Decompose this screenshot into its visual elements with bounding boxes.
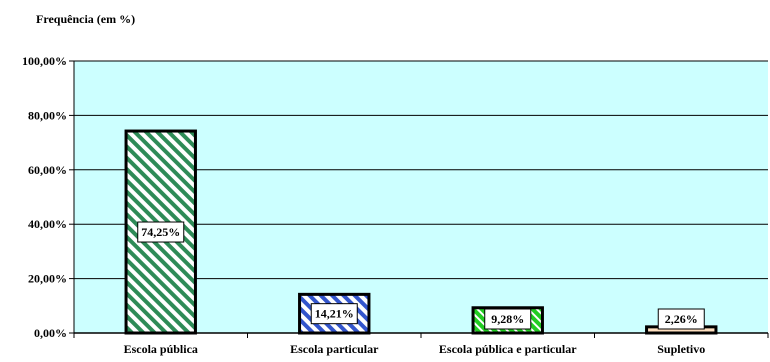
data-label-box: [310, 303, 358, 325]
y-tick-label: 80,00%: [28, 108, 67, 122]
data-label-box: [657, 308, 705, 330]
y-axis: 0,00% 20,00% 40,00% 60,00% 80,00% 100,00%: [22, 54, 769, 340]
x-tick-label: Supletivo: [657, 342, 705, 356]
data-label-box: [137, 221, 185, 243]
data-label: 2,26%: [665, 312, 698, 326]
data-labels: 74,25% 14,21% 9,28% 2,26%: [137, 221, 705, 330]
y-tick-label: 20,00%: [28, 272, 67, 286]
x-tick-label: Escola particular: [290, 342, 379, 356]
y-axis-title: Frequência (em %): [36, 12, 135, 26]
y-tick-label: 0,00%: [34, 326, 67, 340]
data-label: 74,25%: [141, 225, 180, 239]
y-tick-label: 40,00%: [28, 217, 67, 231]
x-tick-label: Escola pública: [124, 342, 198, 356]
data-label: 9,28%: [491, 312, 524, 326]
x-axis-labels: Escola pública Escola particular Escola pú…: [124, 342, 706, 356]
y-tick-label: 60,00%: [28, 163, 67, 177]
data-label: 14,21%: [315, 307, 354, 321]
data-label-box: [484, 308, 532, 330]
x-tick-label: Escola pública e particular: [439, 342, 577, 356]
y-tick-label: 100,00%: [22, 54, 67, 68]
